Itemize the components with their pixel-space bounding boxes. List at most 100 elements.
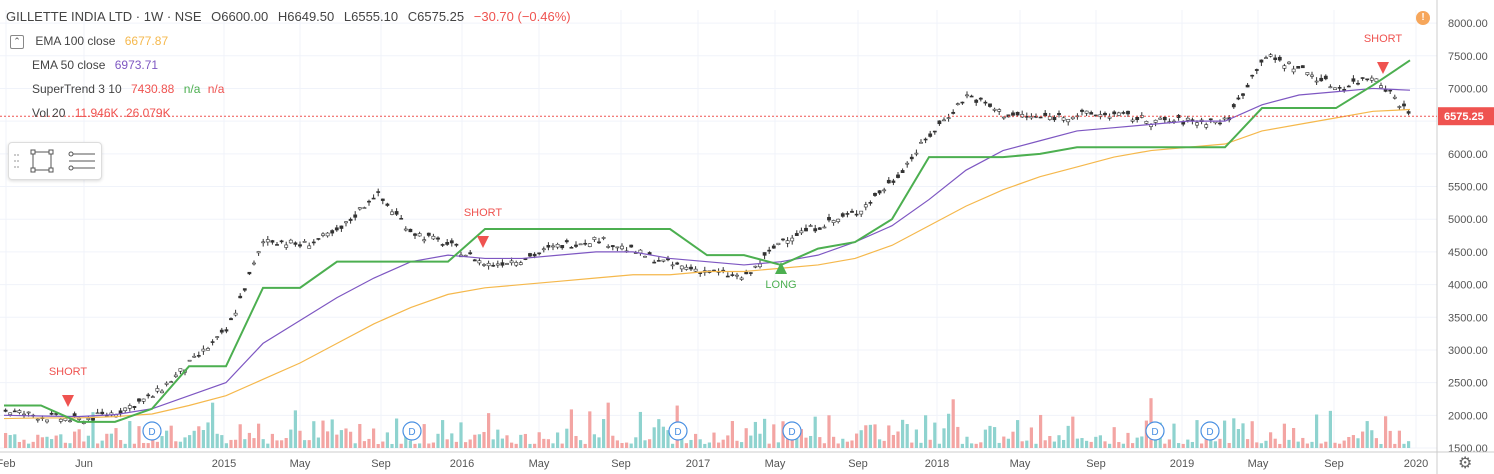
candle-body — [357, 207, 362, 210]
candle-body — [965, 94, 969, 97]
x-tick-label: 2020 — [1404, 458, 1428, 470]
volume-label: Vol 20 — [32, 106, 66, 120]
x-tick-label: Feb — [0, 458, 15, 470]
volume-bar — [1039, 414, 1043, 448]
volume-bar — [1255, 442, 1259, 448]
candle-body — [431, 235, 436, 240]
legend-ema100[interactable]: ⌃ EMA 100 close 6677.87 — [10, 34, 168, 49]
ema50-value: 6973.71 — [114, 58, 159, 72]
volume-bar — [45, 436, 49, 448]
volume-bar — [1195, 420, 1199, 448]
candle-body — [647, 252, 652, 255]
volume-bar — [694, 433, 698, 448]
volume-bar — [993, 427, 997, 448]
candle-body — [316, 238, 321, 240]
volume-bar — [1131, 443, 1135, 448]
volume-bar — [151, 439, 155, 448]
candle-body — [1103, 112, 1107, 116]
candle-body — [1029, 116, 1034, 119]
candle-body — [698, 272, 703, 274]
alert-icon[interactable]: ! — [1416, 11, 1430, 25]
volume-bar — [1319, 443, 1323, 448]
candle-body — [445, 242, 450, 245]
volume-bar — [882, 440, 886, 448]
candle-body — [1135, 116, 1140, 121]
volume-bar — [82, 441, 86, 448]
volume-bar — [326, 431, 330, 448]
volume-bar — [873, 424, 877, 448]
candle-body — [339, 225, 344, 229]
candle-body — [1319, 77, 1324, 82]
candle-body — [983, 101, 988, 104]
volume-bar — [919, 442, 923, 448]
volume-bar — [703, 443, 707, 448]
candle-body — [1222, 117, 1227, 120]
volume-bar — [321, 420, 325, 448]
candle-body — [1328, 86, 1333, 89]
volume-bar — [1374, 438, 1378, 448]
volume-bar — [689, 439, 693, 448]
candle-body — [229, 318, 233, 321]
volume-bar — [597, 437, 601, 448]
candle-body — [808, 225, 813, 227]
candle-body — [886, 179, 891, 184]
collapse-icon[interactable]: ⌃ — [10, 34, 24, 49]
volume-bar — [431, 442, 435, 448]
volume-bar — [408, 440, 412, 448]
candle-body — [532, 253, 537, 257]
candle-body — [799, 230, 804, 234]
x-tick-label: Jun — [75, 458, 93, 470]
x-tick-label: 2018 — [925, 458, 949, 470]
candle-body — [992, 108, 997, 111]
volume-bar — [1315, 414, 1319, 448]
candle-body — [86, 417, 91, 420]
y-tick-label: 2000.00 — [1448, 410, 1488, 422]
volume-bar — [712, 432, 716, 448]
candle-body — [196, 355, 201, 357]
candle-body — [1277, 56, 1282, 61]
volume-bar — [197, 426, 201, 448]
volume-bar — [454, 441, 458, 448]
dividend-marker — [142, 421, 162, 441]
legend-ema50[interactable]: EMA 50 close 6973.71 — [32, 58, 158, 72]
volume-bar — [215, 433, 219, 448]
candle-body — [1236, 97, 1241, 100]
volume-bar — [201, 430, 205, 448]
volume-bar — [399, 443, 403, 448]
volume-bar — [905, 424, 909, 448]
volume-bar — [1066, 425, 1070, 448]
signal-arrow-down — [62, 395, 74, 407]
legend-volume[interactable]: Vol 20 11.946K 26.079K — [32, 106, 171, 120]
volume-bar — [100, 440, 104, 448]
candle-body — [160, 390, 164, 394]
drawing-toolbox[interactable] — [8, 142, 102, 180]
candle-body — [514, 262, 519, 266]
candle-body — [482, 264, 486, 266]
candle-body — [1070, 116, 1075, 120]
volume-bar — [822, 443, 826, 448]
volume-bar — [252, 438, 256, 448]
volume-bar — [211, 402, 215, 448]
signal-arrow-down — [477, 236, 489, 248]
high-value: H6649.50 — [277, 9, 335, 24]
candle-body — [919, 141, 923, 144]
volume-bar — [735, 440, 739, 448]
volume-bar — [500, 438, 504, 448]
volume-bar — [951, 399, 955, 448]
volume-bar — [528, 443, 532, 448]
symbol-title[interactable]: GILLETTE INDIA LTD · 1W · NSE — [6, 9, 202, 24]
candle-body — [1057, 113, 1061, 115]
volume-bar — [505, 435, 509, 448]
volume-bar — [592, 434, 596, 448]
candle-body — [91, 417, 95, 421]
volume-bar — [1085, 440, 1089, 448]
candle-body — [426, 232, 431, 236]
candle-body — [551, 245, 555, 248]
volume-bar — [261, 439, 265, 448]
volume-bar — [358, 423, 362, 448]
legend-supertrend[interactable]: SuperTrend 3 10 7430.88 n/a n/a — [32, 82, 224, 96]
x-tick-label: Sep — [371, 458, 391, 470]
y-tick-label: 4500.00 — [1448, 247, 1488, 259]
volume-bar — [1089, 441, 1093, 448]
